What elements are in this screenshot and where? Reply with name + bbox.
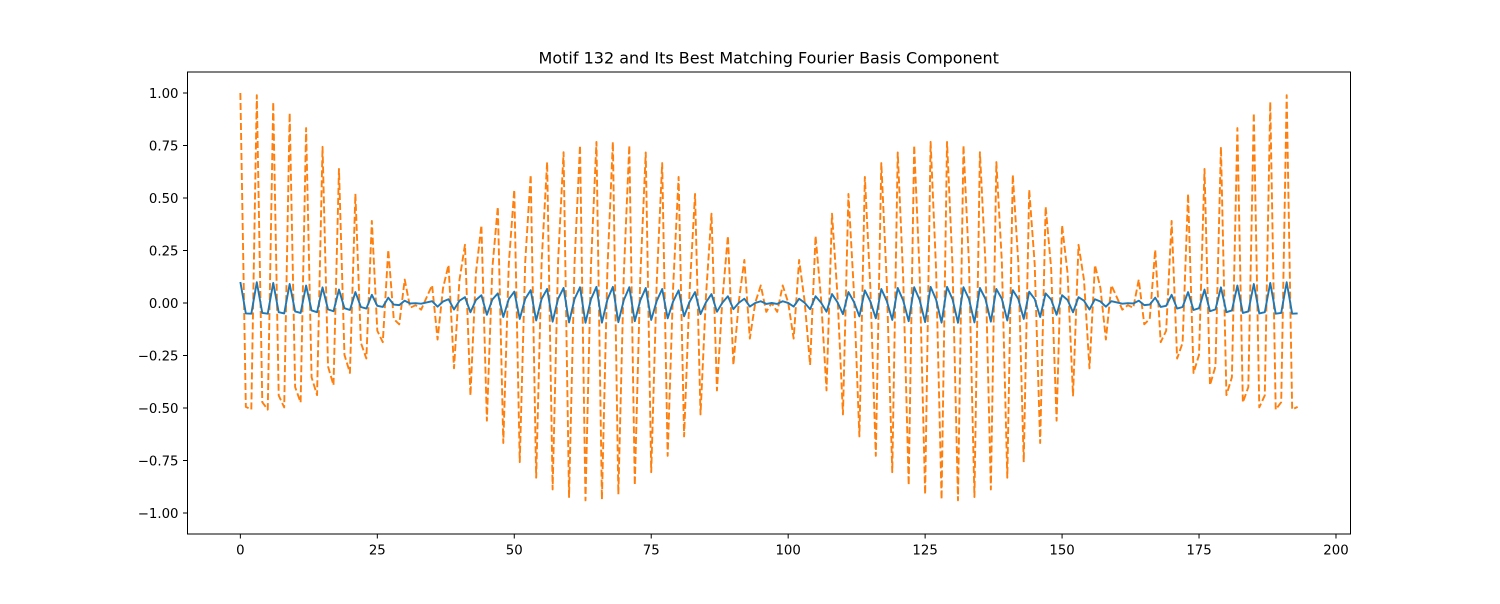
y-tick-label: 0.75 [149, 139, 179, 154]
x-tick-label: 0 [236, 544, 244, 559]
x-tick-label: 150 [1049, 544, 1074, 559]
chart-title: Motif 132 and Its Best Matching Fourier … [539, 49, 999, 68]
y-tick-label: −0.50 [138, 402, 179, 417]
y-tick-label: −0.75 [138, 454, 179, 469]
x-tick-label: 50 [506, 544, 523, 559]
series-line-1 [239, 281, 1298, 324]
y-tick-label: 0.00 [149, 297, 179, 312]
series-layer [239, 92, 1299, 502]
x-tick-label: 200 [1323, 544, 1348, 559]
y-tick-label: 0.25 [149, 244, 179, 259]
y-axis: −1.00 −0.75 −0.50 −0.25 0.00 0.25 0.50 0.75 1.00 [138, 87, 188, 522]
x-tick-label: 125 [912, 544, 937, 559]
x-tick-label: 175 [1186, 544, 1211, 559]
plot-frame [187, 71, 1351, 535]
y-tick-label: −1.00 [138, 507, 179, 522]
y-tick-label: −0.25 [138, 349, 179, 364]
x-tick-label: 25 [369, 544, 386, 559]
x-axis: 0 25 50 75 100 125 150 175 200 [236, 534, 1349, 559]
y-tick-label: 1.00 [149, 87, 179, 102]
x-tick-label: 100 [775, 544, 800, 559]
series-line-2 [239, 92, 1299, 502]
x-tick-label: 75 [643, 544, 660, 559]
y-tick-label: 0.50 [149, 192, 179, 207]
